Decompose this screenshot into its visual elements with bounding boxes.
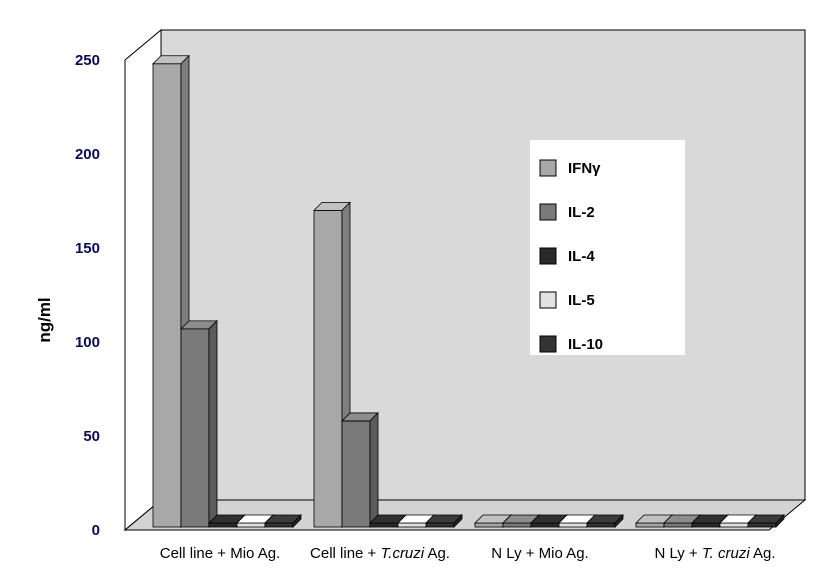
x-tick-label: Cell line + T.cruzi Ag. [310,545,450,562]
bar-side [292,514,302,528]
bar-front [313,209,343,528]
bars-layer [152,54,785,528]
legend-label: IFNγ [568,160,601,177]
bar [341,411,379,528]
y-axis-label: ng/ml [35,297,54,342]
bar-front [502,522,532,528]
bar-side [775,514,785,528]
bar-front [691,522,721,528]
bar-front [558,522,588,528]
bar-front [635,522,665,528]
y-tick-label: 150 [75,240,100,257]
legend-swatch [539,291,557,309]
bar-front [474,522,504,528]
bar-front [747,522,777,528]
x-tick-label: N Ly + T. cruzi Ag. [654,545,775,562]
bar-front [180,328,210,528]
legend-item: IFNγ [539,159,601,177]
legend-item: IL-2 [539,203,595,221]
legend-swatch [539,203,557,221]
bar-front [530,522,560,528]
x-axis: Cell line + Mio Ag. Cell line + T.cruzi A… [160,545,776,562]
y-tick-label: 0 [92,522,100,539]
legend-item: IL-4 [539,247,595,265]
bar-front [341,420,371,528]
bar-front [719,522,749,528]
legend-label: IL-2 [568,204,595,221]
y-tick-label: 200 [75,146,100,163]
x-tick-label: N Ly + Mio Ag. [491,545,588,562]
bar [747,514,785,528]
y-axis: 0 50 100 150 200 250 [75,52,100,539]
bar-front [369,522,399,528]
bar-front [586,522,616,528]
bar-front [208,522,238,528]
legend-label: IL-5 [568,292,595,309]
y-tick-label: 250 [75,52,100,69]
y-tick-label: 50 [83,428,100,445]
bar-side [208,319,218,528]
back-wall [160,29,806,501]
bar-side [453,514,463,528]
chart-walls [123,28,807,532]
bar-front [264,522,294,528]
bar-front [663,522,693,528]
legend-item: IL-5 [539,291,595,309]
legend-item: IL-10 [539,335,603,353]
bar-front [236,522,266,528]
bar-front [425,522,455,528]
legend-swatch [539,335,557,353]
x-tick-label: Cell line + Mio Ag. [160,545,280,562]
legend-label: IL-10 [568,336,603,353]
bar-side [369,411,379,528]
bar-front [152,63,182,528]
y-tick-label: 100 [75,334,100,351]
bar [180,319,218,528]
bar-front [397,522,427,528]
bar-side [614,514,624,528]
bar [586,514,624,528]
legend: IFNγ IL-2 IL-4 IL-5 IL-10 [530,140,685,355]
legend-label: IL-4 [568,248,595,265]
legend-swatch [539,247,557,265]
legend-swatch [539,159,557,177]
bar [425,514,463,528]
bar [264,514,302,528]
